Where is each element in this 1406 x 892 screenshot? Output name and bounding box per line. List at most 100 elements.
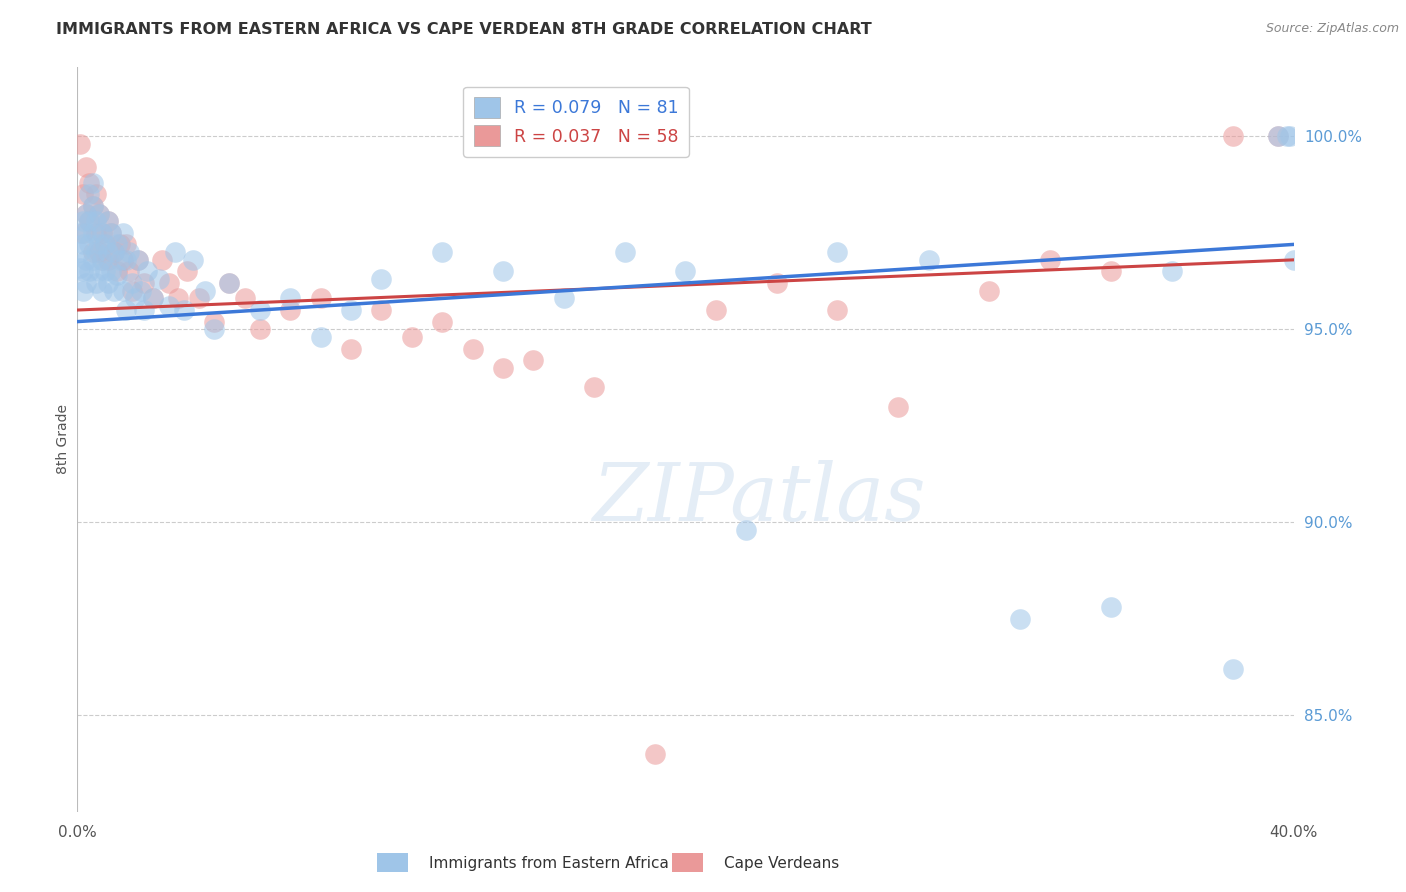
Point: [492, 264, 515, 278]
Point: [87, 237, 110, 252]
Point: [432, 315, 454, 329]
Point: [704, 303, 727, 318]
Point: [157, 276, 180, 290]
Point: [72, 237, 94, 252]
Point: [1039, 252, 1062, 267]
Point: [79, 176, 101, 190]
Point: [93, 237, 115, 252]
Point: [72, 264, 94, 278]
Point: [82, 252, 104, 267]
Point: [121, 276, 143, 290]
Point: [84, 245, 107, 260]
Point: [124, 292, 146, 306]
Point: [1099, 600, 1122, 615]
Point: [72, 226, 94, 240]
Point: [69, 226, 91, 240]
Point: [370, 303, 392, 318]
Point: [188, 292, 211, 306]
Point: [111, 252, 134, 267]
Point: [1222, 129, 1244, 144]
Point: [84, 187, 107, 202]
Point: [90, 284, 112, 298]
Point: [90, 226, 112, 240]
Point: [90, 252, 112, 267]
Point: [370, 272, 392, 286]
Point: [309, 292, 332, 306]
Point: [202, 322, 225, 336]
Point: [82, 199, 104, 213]
Point: [75, 206, 97, 220]
Point: [181, 252, 204, 267]
Point: [84, 276, 107, 290]
Point: [105, 237, 128, 252]
Point: [93, 264, 115, 278]
Point: [157, 299, 180, 313]
Point: [84, 214, 107, 228]
Point: [108, 237, 131, 252]
Point: [148, 272, 170, 286]
Point: [218, 276, 240, 290]
Point: [100, 264, 122, 278]
Point: [105, 264, 128, 278]
Point: [765, 276, 787, 290]
Point: [127, 252, 149, 267]
Point: [105, 268, 128, 283]
Point: [583, 380, 606, 394]
Point: [1222, 662, 1244, 676]
Point: [75, 252, 97, 267]
Point: [461, 342, 484, 356]
Point: [97, 245, 120, 260]
Text: Source: ZipAtlas.com: Source: ZipAtlas.com: [1265, 22, 1399, 36]
Point: [613, 245, 636, 260]
Point: [553, 292, 575, 306]
Point: [97, 252, 120, 267]
Point: [1282, 252, 1305, 267]
Point: [735, 523, 758, 537]
Point: [87, 264, 110, 278]
Point: [1099, 264, 1122, 278]
Point: [103, 284, 125, 298]
Point: [72, 214, 94, 228]
Point: [111, 284, 134, 298]
Point: [75, 206, 97, 220]
Point: [93, 237, 115, 252]
Y-axis label: 8th Grade: 8th Grade: [56, 404, 70, 475]
Point: [79, 187, 101, 202]
Point: [115, 303, 138, 318]
Point: [340, 342, 363, 356]
Point: [1277, 129, 1299, 144]
Point: [75, 160, 97, 174]
Text: Immigrants from Eastern Africa: Immigrants from Eastern Africa: [429, 856, 669, 871]
Text: IMMIGRANTS FROM EASTERN AFRICA VS CAPE VERDEAN 8TH GRADE CORRELATION CHART: IMMIGRANTS FROM EASTERN AFRICA VS CAPE V…: [56, 22, 872, 37]
Point: [142, 292, 165, 306]
Point: [90, 226, 112, 240]
Point: [111, 226, 134, 240]
Point: [134, 276, 156, 290]
Point: [644, 747, 666, 761]
Point: [887, 400, 910, 414]
Point: [84, 226, 107, 240]
Point: [118, 245, 141, 260]
Point: [127, 252, 149, 267]
Point: [90, 252, 112, 267]
Point: [309, 330, 332, 344]
Point: [97, 214, 120, 228]
Point: [103, 245, 125, 260]
Point: [492, 360, 515, 375]
Point: [278, 292, 301, 306]
Point: [100, 226, 122, 240]
Point: [173, 303, 195, 318]
Point: [918, 252, 941, 267]
Point: [1267, 129, 1289, 144]
Point: [401, 330, 423, 344]
Point: [233, 292, 256, 306]
Point: [827, 303, 849, 318]
Point: [202, 315, 225, 329]
Point: [115, 252, 138, 267]
Point: [249, 322, 271, 336]
Point: [121, 284, 143, 298]
Point: [72, 284, 94, 298]
Point: [79, 264, 101, 278]
Point: [136, 264, 159, 278]
Point: [152, 252, 174, 267]
